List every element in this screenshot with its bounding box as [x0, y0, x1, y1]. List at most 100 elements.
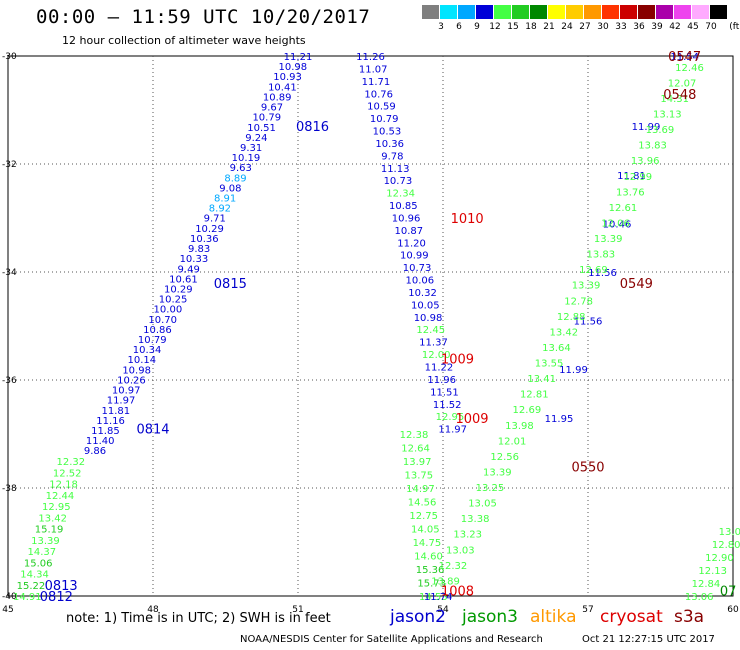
- data-point: 10.00: [154, 305, 183, 316]
- data-point: 11.85: [91, 426, 120, 437]
- track-label: 0814: [136, 423, 169, 438]
- data-point: 9.08: [219, 183, 241, 194]
- data-point: 9.63: [230, 163, 252, 174]
- x-tick-label: 51: [292, 605, 303, 615]
- y-tick-label: -36: [2, 376, 17, 386]
- legend-bin-label: 30: [597, 22, 609, 32]
- data-point: 10.59: [367, 102, 396, 113]
- data-point: 10.05: [411, 300, 440, 311]
- data-point: 12.88: [557, 312, 586, 323]
- data-point: 14.05: [411, 525, 440, 536]
- data-point: 12.78: [564, 296, 593, 307]
- x-tick-label: 54: [437, 605, 449, 615]
- plot-frame: [7, 55, 734, 597]
- data-point: 10.85: [389, 201, 418, 212]
- data-point: 14.60: [414, 552, 443, 563]
- data-point: 12.18: [49, 480, 78, 491]
- data-point: 10.76: [364, 89, 393, 100]
- data-point: 13.83: [586, 250, 615, 261]
- data-point: 13.98: [505, 421, 534, 432]
- data-point: 8.92: [209, 204, 231, 215]
- data-point: 15.36: [416, 565, 445, 576]
- legend-swatch: [440, 5, 457, 19]
- data-point: 12.90: [705, 553, 734, 564]
- data-point: 11.81: [102, 406, 131, 417]
- data-point: 10.33: [180, 254, 209, 265]
- data-point: 14.34: [20, 570, 49, 581]
- data-point: 10.29: [195, 224, 224, 235]
- data-point: 13.39: [483, 467, 512, 478]
- data-point: 14.31: [660, 94, 689, 105]
- data-point: 14.56: [408, 498, 437, 509]
- data-point: 13.03: [446, 545, 475, 556]
- data-point: 9.67: [261, 103, 283, 114]
- data-point: 10.46: [603, 219, 632, 230]
- y-tick-label: -40: [2, 592, 17, 602]
- data-point: 11.96: [427, 375, 456, 386]
- data-point: 10.06: [405, 276, 434, 287]
- data-point: 10.79: [252, 113, 281, 124]
- data-point: 12.06: [601, 218, 630, 229]
- data-point: 12.69: [579, 265, 608, 276]
- data-point: 12.80: [712, 540, 740, 551]
- data-point: 11.21: [284, 52, 313, 63]
- data-point: 11.07: [359, 64, 388, 75]
- legend-unit: (ft): [729, 22, 740, 32]
- data-point: 10.87: [395, 226, 424, 237]
- data-point: 12.69: [513, 405, 542, 416]
- data-point: 10.25: [159, 295, 188, 306]
- data-point: 14.97: [406, 484, 435, 495]
- data-point: 13.41: [527, 374, 556, 385]
- data-point: 13.39: [572, 281, 601, 292]
- data-point: 11.56: [574, 317, 603, 328]
- legend-swatch: [566, 5, 583, 19]
- data-point: 11.13: [381, 164, 410, 175]
- data-point: 12.52: [53, 468, 82, 479]
- track-label: 0816: [296, 120, 329, 135]
- data-point: 11.97: [438, 425, 467, 436]
- data-point: 9.31: [240, 143, 262, 154]
- track-label: 07: [720, 585, 737, 600]
- track-label: 0813: [45, 579, 78, 594]
- legend-swatch: [602, 5, 619, 19]
- data-point: 12.32: [57, 457, 86, 468]
- data-point: 10.70: [148, 315, 177, 326]
- data-point: 12.38: [400, 430, 429, 441]
- data-point: 10.51: [247, 123, 276, 134]
- data-point: 12.46: [675, 63, 704, 74]
- data-point: 10.97: [112, 386, 141, 397]
- data-point: 12.99: [623, 172, 652, 183]
- data-point: 11.56: [588, 268, 617, 279]
- data-point: 9.49: [178, 264, 200, 275]
- y-tick-label: -30: [2, 52, 17, 62]
- legend-jason2: jason2: [390, 607, 446, 627]
- data-point: 11.26: [356, 52, 385, 63]
- data-point: 11.40: [86, 436, 115, 447]
- legend-bin-label: 24: [561, 22, 573, 32]
- data-point: 11.71: [362, 77, 391, 88]
- y-tick-label: -38: [2, 484, 17, 494]
- data-point: 13.69: [646, 125, 675, 136]
- data-point: 13.89: [431, 576, 460, 587]
- x-tick-label: 60: [727, 605, 739, 615]
- data-point: 11.16: [96, 416, 125, 427]
- data-point: 12.56: [490, 452, 519, 463]
- data-point: 13.06: [685, 592, 714, 603]
- data-point: 12.32: [439, 561, 468, 572]
- data-point: 10.89: [263, 92, 292, 103]
- data-point: 13.97: [403, 457, 432, 468]
- data-point: 11.99: [632, 122, 661, 133]
- data-point: 12.64: [401, 444, 430, 455]
- data-point: 14.37: [28, 547, 57, 558]
- data-point: 12.07: [668, 78, 697, 89]
- legend-swatch: [458, 5, 475, 19]
- legend-jason3: jason3: [462, 607, 518, 627]
- data-point: 13.13: [653, 109, 682, 120]
- data-point: 11.81: [617, 171, 646, 182]
- legend-bin-label: 33: [615, 22, 627, 32]
- data-point: 11.54: [670, 52, 699, 63]
- data-point: 14.75: [413, 538, 442, 549]
- data-point: 12.13: [698, 566, 727, 577]
- data-point: 10.29: [164, 284, 193, 295]
- legend-swatch: [422, 5, 439, 19]
